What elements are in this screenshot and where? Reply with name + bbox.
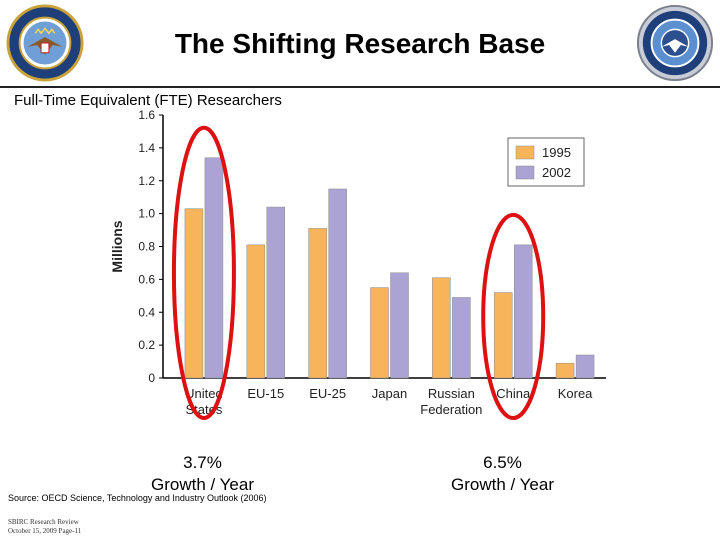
us-growth-annotation: 3.7% Growth / Year bbox=[120, 452, 285, 496]
slide-footer: SBIRC Research Review October 15, 2009 P… bbox=[8, 518, 81, 536]
y-tick-label: 0.4 bbox=[138, 305, 155, 319]
us-growth-label: Growth / Year bbox=[150, 475, 254, 494]
category-label: Japan bbox=[372, 386, 407, 401]
y-tick-label: 0.6 bbox=[138, 272, 155, 286]
slide-title: The Shifting Research Base bbox=[174, 28, 546, 59]
legend-swatch-1995 bbox=[515, 145, 535, 160]
y-tick-label: 0.2 bbox=[138, 338, 155, 352]
highlight-ellipse bbox=[481, 212, 546, 421]
bar-1995 bbox=[493, 292, 513, 379]
category-label: United bbox=[185, 386, 223, 401]
y-tick-label: 1.0 bbox=[138, 207, 155, 221]
bar-1995 bbox=[246, 244, 266, 379]
bar-2002 bbox=[575, 354, 595, 379]
category-label: EU-15 bbox=[247, 386, 284, 401]
bar-2002 bbox=[266, 206, 286, 379]
department-of-defense-seal bbox=[6, 4, 84, 82]
y-tick-label: 1.6 bbox=[138, 108, 155, 122]
legend-label-1995: 1995 bbox=[542, 145, 571, 160]
source-note: Source: OECD Science, Technology and Ind… bbox=[8, 493, 267, 503]
bar-2002 bbox=[513, 244, 533, 379]
footer-date-page: October 15, 2009 Page-11 bbox=[8, 527, 82, 535]
category-label: China bbox=[496, 386, 531, 401]
bar-2002 bbox=[204, 157, 224, 379]
bar-2002 bbox=[452, 297, 471, 379]
bar-1995 bbox=[184, 208, 204, 379]
us-growth-rate: 3.7% bbox=[183, 453, 222, 472]
y-tick-label: 1.4 bbox=[138, 141, 155, 155]
y-axis-label: Millions bbox=[109, 220, 125, 272]
bar-1995 bbox=[555, 362, 575, 379]
y-tick-label: 0 bbox=[148, 371, 155, 385]
agency-gear-seal bbox=[636, 4, 714, 82]
title-divider bbox=[0, 86, 720, 88]
bar-1995 bbox=[308, 228, 327, 379]
category-label: EU-25 bbox=[309, 386, 346, 401]
chart-subtitle: Full-Time Equivalent (FTE) Researchers bbox=[14, 92, 282, 109]
highlight-ellipse bbox=[171, 125, 236, 420]
china-growth-annotation: 6.5% Growth / Year bbox=[420, 452, 585, 496]
bar-1995 bbox=[432, 277, 451, 379]
bar-2002 bbox=[328, 188, 347, 379]
legend-label-2002: 2002 bbox=[542, 165, 571, 180]
legend-swatch-2002 bbox=[515, 165, 535, 180]
china-growth-rate: 6.5% bbox=[483, 453, 522, 472]
category-label: Russian bbox=[428, 386, 475, 401]
y-tick-label: 0.8 bbox=[138, 240, 155, 254]
bar-2002 bbox=[390, 272, 409, 379]
bar-1995 bbox=[370, 287, 389, 379]
category-label: Korea bbox=[558, 386, 593, 401]
y-tick-label: 1.2 bbox=[138, 174, 155, 188]
category-label: Federation bbox=[420, 402, 482, 417]
china-growth-label: Growth / Year bbox=[450, 475, 554, 494]
footer-event: SBIRC Research Review bbox=[8, 518, 79, 526]
